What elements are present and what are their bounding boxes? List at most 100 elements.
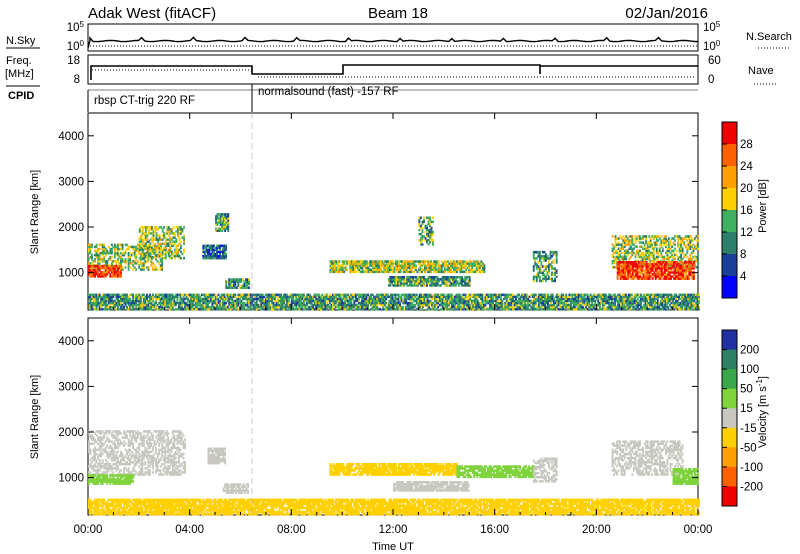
heatmap-cell [448, 268, 451, 271]
heatmap-cell [648, 253, 651, 257]
heatmap-cell [448, 278, 451, 281]
heatmap-cell [203, 252, 206, 256]
heatmap-cell [110, 256, 113, 259]
heatmap-cell [372, 264, 375, 267]
heatmap-cell [101, 264, 104, 268]
heatmap-cell [419, 268, 422, 271]
heatmap-cell [213, 254, 215, 258]
heatmap-cell [140, 246, 143, 250]
heatmap-cell [398, 278, 401, 281]
station-title: Adak West (fitACF) [88, 5, 216, 22]
heatmap-cell [537, 275, 540, 279]
heatmap-cell [94, 275, 96, 278]
heatmap-cell [163, 232, 166, 235]
heatmap-cell [151, 238, 153, 241]
heatmap-cell [352, 270, 355, 274]
heatmap-cell [101, 253, 104, 257]
heatmap-cell [138, 244, 141, 248]
heatmap-cell [115, 268, 118, 271]
heatmap-cell [110, 271, 113, 274]
heatmap-cell [228, 280, 231, 283]
heatmap-cell [402, 264, 405, 267]
heatmap-cell [540, 265, 543, 268]
heatmap-cell [222, 227, 225, 230]
heatmap-cell [453, 260, 455, 263]
heatmap-cell [98, 275, 101, 278]
heatmap-cell [668, 257, 670, 261]
heatmap-cell [127, 268, 130, 271]
heatmap-cell [540, 263, 543, 266]
heatmap-cell [94, 260, 96, 263]
heatmap-cell [642, 247, 644, 250]
heatmap-cell [423, 280, 425, 283]
heatmap-cell [460, 262, 463, 265]
heatmap-cell [453, 276, 456, 279]
heatmap-cell [127, 264, 130, 267]
heatmap-cell [340, 264, 342, 267]
heatmap-cell [462, 270, 464, 274]
heatmap-cell [231, 278, 234, 281]
heatmap-cell [429, 276, 431, 279]
heatmap-cell [208, 250, 211, 254]
heatmap-cell [144, 226, 147, 229]
heatmap-cell [629, 239, 632, 242]
heatmap-cell [113, 247, 116, 251]
heatmap-cell [97, 264, 100, 268]
heatmap-cell [655, 247, 658, 250]
heatmap-cell [540, 257, 543, 260]
heatmap-cell [456, 270, 458, 274]
heatmap-cell [454, 270, 457, 274]
heatmap-cell [421, 264, 423, 267]
heatmap-cell [677, 255, 680, 259]
heatmap-cell [617, 251, 620, 255]
heatmap-cell [245, 284, 247, 287]
heatmap-cell [364, 270, 367, 274]
heatmap-cell [338, 260, 341, 263]
heatmap-cell [126, 243, 128, 247]
heatmap-cell [144, 251, 147, 255]
heatmap-cell [411, 270, 414, 274]
heatmap-cell [435, 276, 438, 279]
heatmap-cell [639, 241, 641, 244]
noise-right-tick-bottom: 100 [703, 39, 721, 53]
heatmap-cell [395, 276, 398, 279]
heatmap-cell [175, 244, 178, 248]
heatmap-cell [378, 270, 381, 274]
heatmap-cell [469, 270, 472, 274]
heatmap-cell [135, 268, 138, 271]
heatmap-cell [452, 276, 454, 279]
heatmap-cell [402, 260, 405, 263]
heatmap-cell [654, 245, 657, 248]
heatmap-cell [101, 266, 104, 270]
heatmap-cell [177, 228, 179, 231]
heatmap-cell [103, 243, 106, 247]
heatmap-cell [109, 258, 112, 261]
heatmap-cell [103, 273, 106, 276]
heatmap-cell [655, 255, 658, 259]
heatmap-cell [246, 280, 249, 283]
heatmap-cell [652, 251, 655, 255]
heatmap-cell [431, 262, 434, 265]
heatmap-cell [88, 249, 90, 253]
heatmap-cell [444, 280, 447, 283]
heatmap-cell [387, 278, 390, 281]
heatmap-cell [208, 254, 211, 258]
heatmap-cell [88, 251, 90, 255]
heatmap-cell [645, 239, 647, 242]
heatmap-cell [660, 239, 663, 242]
heatmap-cell [548, 265, 550, 268]
heatmap-cell [222, 219, 225, 222]
heatmap-cell [221, 215, 224, 218]
heatmap-cell [628, 235, 631, 238]
heatmap-cell [170, 242, 173, 245]
heatmap-cell [631, 241, 634, 244]
heatmap-cell [173, 236, 176, 239]
heatmap-cell [415, 278, 418, 281]
heatmap-cell [152, 266, 154, 269]
heatmap-cell [208, 252, 211, 256]
heatmap-cell [144, 244, 147, 248]
heatmap-cell [617, 241, 620, 244]
heatmap-cell [175, 240, 178, 243]
heatmap-cell [373, 270, 376, 274]
heatmap-cell [462, 278, 465, 281]
